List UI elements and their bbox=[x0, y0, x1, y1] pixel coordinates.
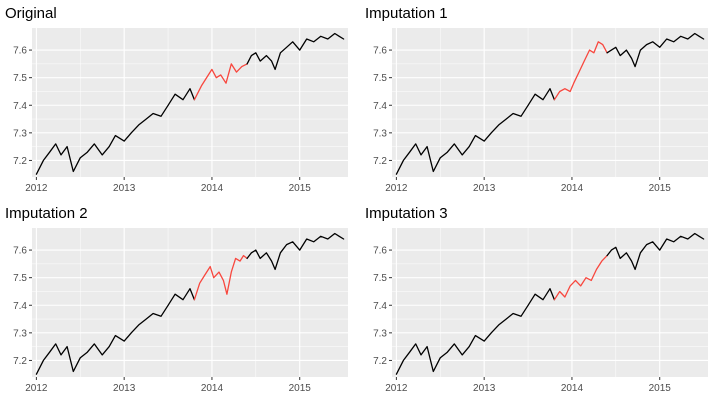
series-line-1 bbox=[35, 288, 196, 375]
chart-panel-imputation-3: Imputation 3 2012 2013 2014 2015 7.2 7.3 7.4 7.… bbox=[365, 205, 708, 394]
series-line-1 bbox=[35, 88, 196, 175]
x-tick-label: 2014 bbox=[201, 183, 224, 194]
y-tick-label: 7.6 bbox=[373, 46, 387, 57]
grid-lines bbox=[392, 28, 708, 177]
x-tick-label: 2013 bbox=[473, 383, 496, 394]
y-tick-label: 7.2 bbox=[373, 156, 387, 167]
panel-background bbox=[32, 28, 348, 177]
y-tick-label: 7.3 bbox=[13, 328, 27, 339]
y-tick-label: 7.3 bbox=[373, 128, 387, 139]
y-tick-label: 7.3 bbox=[373, 328, 387, 339]
axis-ticks: 2012 2013 2014 2015 7.2 7.3 7.4 7.5 7.6 bbox=[13, 46, 311, 194]
panel-title-original: Original bbox=[5, 5, 57, 22]
x-tick-label: 2014 bbox=[561, 183, 584, 194]
series-lines bbox=[395, 232, 705, 375]
chart-panel-imputation-1: Imputation 1 2012 2013 2014 2015 7.2 7.3 7.4 7.… bbox=[365, 5, 708, 194]
series-lines bbox=[35, 232, 345, 375]
grid-lines bbox=[32, 228, 348, 377]
series-line-2 bbox=[193, 254, 248, 301]
chart-panel-original: Original 2012 2013 2014 2015 7.2 7.3 7.4 7.5 7.6 bbox=[5, 5, 348, 194]
panel-background bbox=[32, 228, 348, 377]
axis-ticks: 2012 2013 2014 2015 7.2 7.3 7.4 7.5 7.6 bbox=[373, 46, 671, 194]
x-tick-label: 2012 bbox=[385, 383, 408, 394]
y-tick-label: 7.6 bbox=[13, 246, 27, 257]
y-tick-label: 7.2 bbox=[373, 356, 387, 367]
x-tick-label: 2015 bbox=[289, 383, 312, 394]
series-line-3 bbox=[246, 232, 345, 271]
y-tick-label: 7.4 bbox=[373, 101, 387, 112]
x-tick-label: 2015 bbox=[289, 183, 312, 194]
grid-lines bbox=[392, 228, 708, 377]
series-line-2 bbox=[553, 254, 608, 301]
axis-ticks: 2012 2013 2014 2015 7.2 7.3 7.4 7.5 7.6 bbox=[13, 246, 311, 394]
x-tick-label: 2013 bbox=[473, 183, 496, 194]
x-tick-label: 2013 bbox=[113, 383, 136, 394]
series-line-2 bbox=[193, 63, 248, 101]
axis-ticks: 2012 2013 2014 2015 7.2 7.3 7.4 7.5 7.6 bbox=[373, 246, 671, 394]
series-line-2 bbox=[553, 41, 608, 101]
x-tick-label: 2015 bbox=[649, 383, 672, 394]
x-tick-label: 2015 bbox=[649, 183, 672, 194]
panel-title-imputation-3: Imputation 3 bbox=[365, 205, 448, 222]
x-tick-label: 2013 bbox=[113, 183, 136, 194]
x-tick-label: 2012 bbox=[25, 383, 48, 394]
series-line-3 bbox=[246, 32, 345, 71]
series-lines bbox=[35, 32, 345, 175]
series-lines bbox=[395, 32, 705, 175]
y-tick-label: 7.4 bbox=[13, 301, 27, 312]
x-tick-label: 2014 bbox=[201, 383, 224, 394]
y-tick-label: 7.3 bbox=[13, 128, 27, 139]
x-tick-label: 2014 bbox=[561, 383, 584, 394]
y-tick-label: 7.5 bbox=[373, 73, 387, 84]
series-line-1 bbox=[395, 288, 556, 375]
y-tick-label: 7.5 bbox=[13, 73, 27, 84]
panel-title-imputation-1: Imputation 1 bbox=[365, 5, 448, 22]
y-tick-label: 7.5 bbox=[13, 273, 27, 284]
y-tick-label: 7.6 bbox=[373, 246, 387, 257]
series-line-1 bbox=[395, 88, 556, 175]
y-tick-label: 7.2 bbox=[13, 356, 27, 367]
panel-background bbox=[392, 228, 708, 377]
y-tick-label: 7.5 bbox=[373, 273, 387, 284]
chart-panel-imputation-2: Imputation 2 2012 2013 2014 2015 7.2 7.3 7.4 7.… bbox=[5, 205, 348, 394]
y-tick-label: 7.2 bbox=[13, 156, 27, 167]
panel-title-imputation-2: Imputation 2 bbox=[5, 205, 88, 222]
y-tick-label: 7.6 bbox=[13, 46, 27, 57]
y-tick-label: 7.4 bbox=[13, 101, 27, 112]
series-line-3 bbox=[606, 32, 705, 68]
x-tick-label: 2012 bbox=[25, 183, 48, 194]
x-tick-label: 2012 bbox=[385, 183, 408, 194]
y-tick-label: 7.4 bbox=[373, 301, 387, 312]
series-line-3 bbox=[606, 232, 705, 271]
panel-background bbox=[392, 28, 708, 177]
